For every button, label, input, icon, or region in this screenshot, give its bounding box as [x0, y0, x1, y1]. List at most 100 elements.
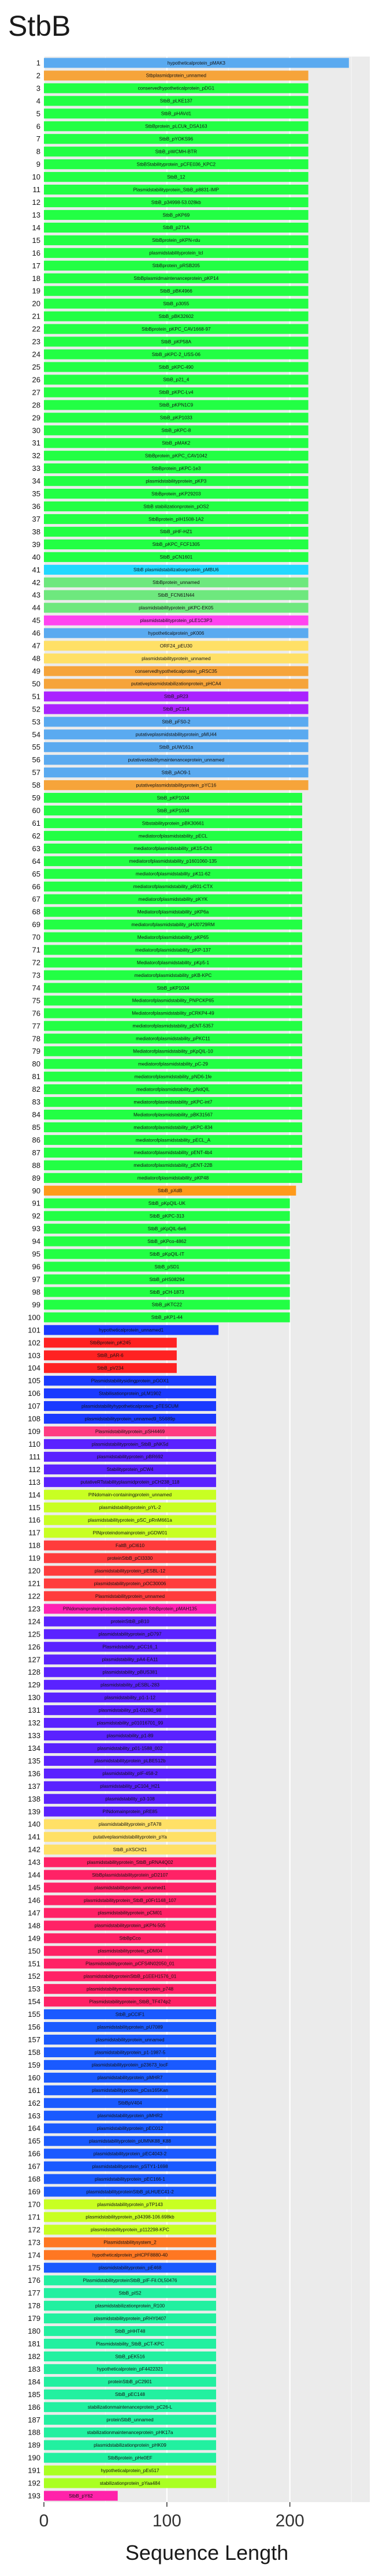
bar-label: StbB_pIS2	[118, 2290, 142, 2296]
row-number-label: 100	[28, 1313, 40, 1321]
row-number-label: 10	[32, 173, 40, 181]
bar	[44, 679, 309, 689]
bar-label: Plasmidstabilityprotein_unnamed	[95, 1594, 165, 1599]
x-tick-label: 200	[276, 2511, 305, 2530]
bar-label: StbBprotein_pHe0EF	[107, 2455, 152, 2461]
bar-label: StbB_pBK32602	[159, 314, 194, 319]
bar-label: StbB_pYOKS96	[159, 137, 193, 142]
bar-label: Mediatorofplasmidstability_pCRKP4-49	[132, 1011, 214, 1016]
bar	[44, 2174, 216, 2184]
bar-label: Stabilisationprotein_pLM1902	[99, 1391, 161, 1396]
row-number-label: 106	[28, 1389, 40, 1398]
bar	[44, 96, 309, 106]
row-number-label: 77	[32, 1021, 40, 1030]
bar	[44, 387, 309, 398]
bar-label: mediatorofplasmidstability_pENT-4b4	[134, 1150, 213, 1155]
bar	[44, 476, 309, 486]
bar-label: StbBprotein_pK245	[90, 1341, 131, 1346]
bar	[44, 451, 309, 461]
bar	[44, 780, 309, 791]
bar	[44, 1819, 216, 1829]
bar-label: mediatorofplasmidstability_pND6-1fe	[135, 1074, 212, 1079]
row-number-label: 97	[32, 1275, 40, 1284]
bar	[44, 1249, 290, 1259]
bar	[44, 2326, 216, 2337]
row-number-label: 132	[28, 1718, 40, 1727]
row-number-label: 96	[32, 1263, 40, 1271]
bar	[44, 1895, 216, 1905]
row-number-label: 61	[32, 819, 40, 828]
bar	[44, 1693, 216, 1703]
bar-label: StbBStabilityprotein_pCFE036_KPC2	[137, 162, 216, 167]
row-number-label: 15	[32, 236, 40, 245]
row-number-label: 164	[28, 2124, 40, 2133]
bar	[44, 222, 309, 233]
row-number-label: 53	[32, 717, 40, 726]
bar-label: StbB_pHHT48	[115, 2328, 146, 2334]
row-number-label: 80	[32, 1059, 40, 1068]
bar-label: StbB_pWCMH-BTR	[155, 149, 197, 154]
bar-label: mediatorofplasmidstability_pKPC-834	[133, 1125, 213, 1130]
bar-label: mediatorofplasmidstability_pENT-22B	[133, 1163, 213, 1168]
bar-label: StbB_pC114	[163, 707, 190, 712]
row-number-label: 84	[32, 1110, 40, 1119]
bar	[44, 438, 309, 448]
bar	[44, 1312, 290, 1323]
row-number-label: 79	[32, 1047, 40, 1055]
bar-label: plasmidstabilityprotein_pKPN-505	[95, 1923, 166, 1929]
bar-label: mediatorofplasmidstability_pK11-62	[136, 871, 211, 877]
bar-label: plasmidstabilityprotein_pOC30006	[94, 1581, 166, 1586]
bar	[44, 2136, 216, 2146]
bar-label: conservedhypotheticalprotein_pRSC35	[135, 669, 217, 674]
row-number-label: 104	[28, 1364, 40, 1372]
bar	[44, 2034, 216, 2045]
row-number-label: 88	[32, 1161, 40, 1170]
bar-label: StbB_pKPN1C9	[159, 403, 193, 408]
bar	[44, 273, 309, 283]
bar-label: StbB_pKPC_FCF1305	[153, 542, 201, 547]
bar	[44, 172, 309, 182]
bar	[44, 1933, 216, 1944]
row-number-label: 92	[32, 1212, 40, 1220]
row-number-label: 134	[28, 1744, 40, 1753]
row-number-label: 171	[28, 2212, 40, 2221]
row-number-label: 180	[28, 2327, 40, 2335]
bar	[44, 1439, 216, 1450]
bar-label: Plasmidstabilityprotein_StbB_TF474p2	[89, 1999, 171, 2004]
bar	[44, 425, 309, 436]
bar-label: putativeRTstabilityplasmidprotein_pCH238…	[80, 1480, 180, 1485]
row-number-label: 76	[32, 1009, 40, 1017]
bar-label: mediatorofplasmidstability_pC-29	[138, 1062, 208, 1067]
bar	[44, 653, 309, 664]
bar	[44, 1844, 216, 1855]
row-number-label: 144	[28, 1871, 40, 1879]
bar-label: plasmidstabilityprotein_unnamed9_S5689p	[85, 1416, 176, 1421]
bar-label: StbB_p3055	[163, 301, 190, 306]
bar	[44, 147, 309, 157]
bar-label: StbB_pLKE137	[160, 99, 192, 104]
row-number-label: 72	[32, 958, 40, 967]
row-number-label: 127	[28, 1655, 40, 1664]
row-number-label: 46	[32, 629, 40, 638]
bar-label: plasmidstabilityproteinStbB_pLHUEC41-2	[86, 2189, 174, 2195]
bar	[44, 1629, 216, 1639]
bar	[44, 1185, 296, 1196]
bar	[44, 742, 309, 752]
row-number-label: 29	[32, 413, 40, 422]
bar-label: StbBprotein_pLCUk_DSA163	[145, 124, 207, 129]
bar	[44, 1616, 216, 1627]
row-number-label: 37	[32, 515, 40, 523]
row-number-label: 4	[36, 96, 40, 105]
row-number-label: 86	[32, 1136, 40, 1144]
bar-label: StbBprotein_pKPC_CAV1668-97	[142, 327, 211, 332]
bar-label: plasmidstabilityprotein_pSTY1-1698	[92, 2164, 168, 2169]
bar	[44, 1477, 216, 1487]
bar	[44, 1540, 216, 1551]
bar-label: plasmidstabilityprotein_pEC4043-2	[94, 2151, 167, 2156]
bar-label: StbB_pCH-1873	[150, 1290, 184, 1295]
bar	[44, 260, 309, 271]
bar-label: conservedhypotheticalprotein_pDG1	[138, 86, 215, 91]
bar-label: StbB_pAR-6	[97, 1353, 124, 1358]
bar-label: StbB_pKpQIL-IT	[150, 1252, 184, 1257]
